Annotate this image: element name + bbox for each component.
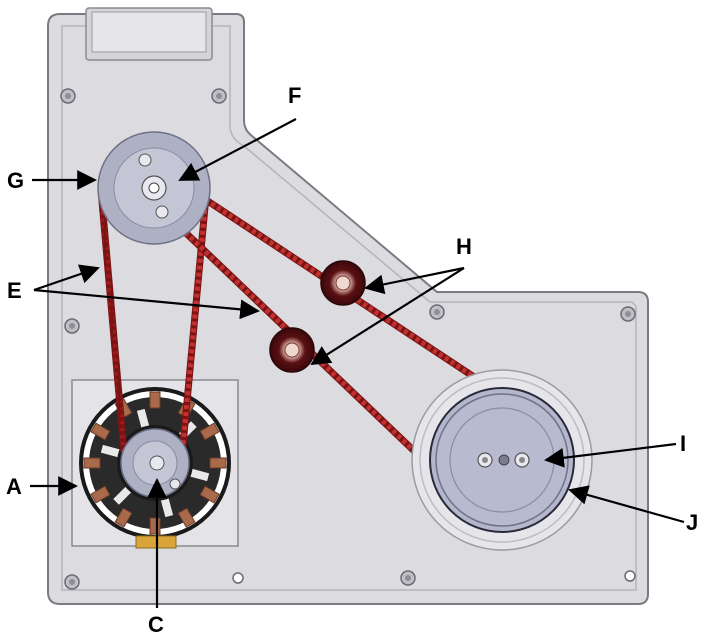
arrow-f	[178, 118, 297, 181]
screw-icon	[232, 572, 244, 584]
screw-icon	[211, 88, 227, 104]
label-h: H	[456, 234, 472, 259]
label-a: A	[6, 474, 22, 499]
label-e: E	[7, 278, 22, 303]
arrow-e-2	[33, 288, 260, 320]
screw-holes	[60, 88, 636, 590]
idler-roller-icon	[269, 327, 315, 373]
screw-icon	[620, 306, 636, 322]
idler-roller-icon	[320, 260, 366, 306]
label-f: F	[288, 83, 301, 108]
spool-drum-icon	[411, 369, 593, 551]
motor-pulley-icon	[120, 428, 190, 498]
upper-pulley-icon	[97, 131, 211, 245]
label-i: I	[680, 431, 686, 456]
screw-icon	[624, 570, 636, 582]
belt-e-left	[97, 189, 210, 457]
screw-icon	[60, 88, 76, 104]
screw-icon	[429, 304, 445, 320]
screw-icon	[400, 570, 416, 586]
leader-arrows	[30, 118, 685, 608]
arrow-i	[544, 442, 677, 468]
screw-icon	[64, 574, 80, 590]
label-g: G	[7, 168, 24, 193]
arrow-h-2	[310, 267, 465, 366]
label-j: J	[686, 510, 698, 535]
arrow-h-1	[364, 266, 465, 295]
arrow-j	[568, 485, 685, 524]
label-c: C	[148, 612, 164, 637]
screw-icon	[64, 318, 80, 334]
top-tab	[85, 7, 213, 61]
arrow-e-1	[33, 264, 100, 292]
